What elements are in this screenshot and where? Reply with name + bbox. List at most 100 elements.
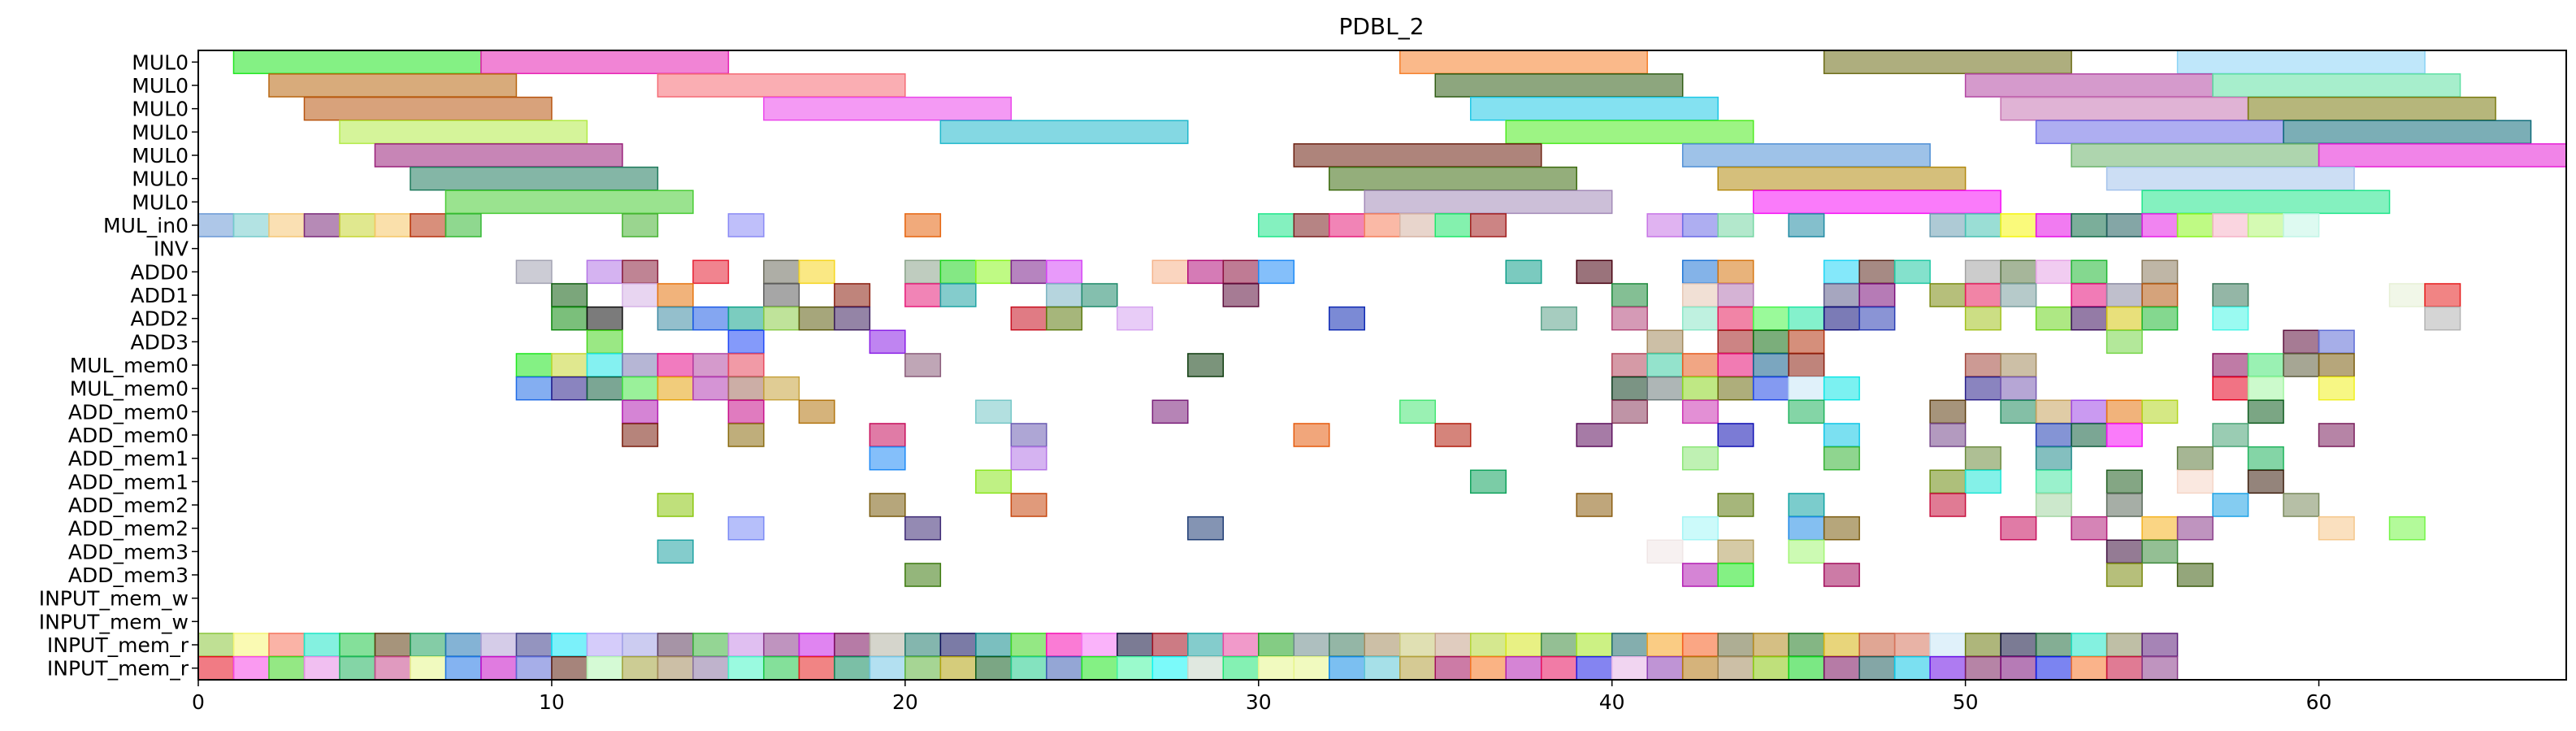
task-bar-mul0-6-2	[1752, 189, 2001, 215]
task-bar-row22-2	[1717, 563, 1754, 587]
task-bar-row16-11	[2071, 423, 2108, 447]
chart-title: PDBL_2	[1338, 13, 1424, 40]
task-bar-row13-20	[2318, 353, 2355, 377]
task-bar-row13-7	[904, 353, 942, 377]
task-bar-row12-9	[2318, 329, 2355, 355]
task-bar-row11-16	[1752, 306, 1789, 331]
task-bar-row14-5	[692, 376, 730, 401]
task-bar-row15-0	[622, 399, 659, 424]
task-bar-row11-8	[1010, 306, 1047, 331]
task-bar-row9-6	[904, 259, 942, 285]
task-bar-row7-24	[2000, 213, 2037, 237]
task-bar-row9-11	[1151, 259, 1189, 285]
task-bar-row20-10	[2318, 516, 2355, 541]
task-bar-row15-3	[975, 399, 1013, 424]
task-bar-row26-2	[268, 655, 306, 681]
task-bar-row25-53	[2071, 633, 2108, 657]
task-bar-mul0-6-3	[2141, 189, 2391, 215]
task-bar-row11-4	[727, 306, 765, 331]
x-tick-label: 60	[2306, 690, 2332, 714]
task-bar-row25-51	[2000, 633, 2037, 657]
task-bar-row10-18	[2071, 283, 2108, 307]
task-bar-row26-11	[586, 655, 623, 681]
task-bar-row13-17	[2212, 353, 2249, 377]
task-bar-row25-46	[1823, 633, 1860, 657]
task-bar-row10-13	[1823, 283, 1860, 307]
task-bar-row26-21	[939, 655, 977, 681]
task-bar-row16-4	[1293, 423, 1330, 447]
task-bar-row12-5	[1752, 329, 1789, 355]
task-bar-row21-2	[1717, 539, 1754, 564]
y-tick-label: ADD_mem3	[68, 563, 189, 587]
task-bar-row25-33	[1364, 633, 1401, 657]
task-bars	[197, 50, 2567, 681]
task-bar-row7-5	[374, 213, 411, 237]
task-bar-row9-23	[2000, 259, 2037, 285]
task-bar-row19-7	[2035, 493, 2072, 517]
task-bar-row12-0	[586, 329, 623, 355]
task-bar-row21-0	[657, 539, 694, 564]
task-bar-row7-17	[1469, 213, 1507, 237]
task-bar-row16-13	[2212, 423, 2249, 447]
task-bar-row16-1	[727, 423, 765, 447]
task-bar-row10-9	[1222, 283, 1260, 307]
task-bar-row11-20	[1964, 306, 2001, 331]
task-bar-row9-7	[939, 259, 977, 285]
task-bar-row10-1	[622, 283, 659, 307]
task-bar-row12-1	[727, 329, 765, 355]
task-bar-row15-2	[798, 399, 835, 424]
task-bar-row17-3	[1823, 446, 1860, 471]
x-tick-label: 30	[1246, 690, 1272, 714]
task-bar-row7-26	[2071, 213, 2108, 237]
task-bar-mul0-1-1	[657, 73, 906, 98]
task-bar-mul0-1-4	[2212, 73, 2461, 98]
task-bar-row10-10	[1611, 283, 1648, 307]
task-bar-row26-52	[2035, 655, 2072, 681]
task-bar-row9-13	[1222, 259, 1260, 285]
task-bar-row14-18	[2247, 376, 2284, 401]
task-bar-row25-31	[1293, 633, 1330, 657]
task-bar-row10-8	[1081, 283, 1118, 307]
task-bar-row7-21	[1788, 213, 1825, 237]
task-bar-row15-5	[1399, 399, 1436, 424]
task-bar-row25-21	[939, 633, 977, 657]
task-bar-row12-7	[2105, 329, 2143, 355]
task-bar-row14-14	[1823, 376, 1860, 401]
task-bar-row14-0	[515, 376, 553, 401]
task-bar-row13-6	[727, 353, 765, 377]
task-bar-row7-25	[2035, 213, 2072, 237]
task-bar-row26-18	[834, 655, 871, 681]
task-bar-row10-20	[2141, 283, 2179, 307]
task-bar-row7-18	[1646, 213, 1684, 237]
task-bar-mul0-3-0	[339, 120, 588, 145]
task-bar-row7-15	[1399, 213, 1436, 237]
y-tick-label: MUL0	[132, 168, 189, 191]
task-bar-row7-22	[1929, 213, 1967, 237]
task-bar-row9-14	[1258, 259, 1295, 285]
task-bar-row26-29	[1222, 655, 1260, 681]
task-bar-row25-39	[1576, 633, 1613, 657]
task-bar-row25-48	[1893, 633, 1931, 657]
task-bar-row7-9	[727, 213, 765, 237]
task-bar-row26-55	[2141, 655, 2179, 681]
task-bar-row20-2	[1187, 516, 1225, 541]
task-bar-row15-6	[1611, 399, 1648, 424]
x-tick-label: 50	[1953, 690, 1979, 714]
task-bar-row25-43	[1717, 633, 1754, 657]
task-bar-row20-1	[904, 516, 942, 541]
task-bar-row9-19	[1823, 259, 1860, 285]
task-bar-row26-28	[1187, 655, 1225, 681]
task-bar-row20-3	[1681, 516, 1719, 541]
task-bar-mul0-5-1	[1329, 166, 1577, 191]
task-bar-row21-5	[2141, 539, 2179, 564]
y-axis-labels: MUL0MUL0MUL0MUL0MUL0MUL0MUL0MUL_in0INVAD…	[39, 50, 198, 681]
task-bar-row25-0	[197, 633, 235, 657]
task-bar-row13-3	[622, 353, 659, 377]
task-bar-row10-6	[939, 283, 977, 307]
y-tick-label: ADD3	[130, 330, 189, 354]
task-bar-row26-26	[1117, 655, 1154, 681]
task-bar-row26-5	[374, 655, 411, 681]
task-bar-row7-29	[2176, 213, 2214, 237]
task-bar-row26-10	[551, 655, 588, 681]
task-bar-row9-22	[1964, 259, 2001, 285]
